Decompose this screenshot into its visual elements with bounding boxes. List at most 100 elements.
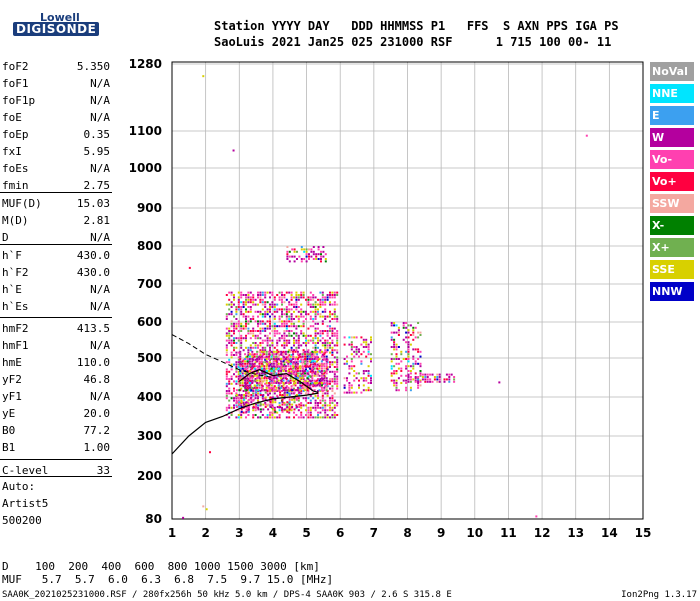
echo-point <box>244 358 247 360</box>
echo-point <box>393 346 396 348</box>
echo-point <box>297 306 300 308</box>
echo-point <box>254 320 257 323</box>
echo-point <box>395 372 398 375</box>
echo-point <box>247 408 250 411</box>
echo-point <box>242 390 245 392</box>
echo-point <box>324 416 327 419</box>
echo-point <box>271 291 274 294</box>
echo-point <box>252 390 255 392</box>
echo-point <box>323 382 326 384</box>
echo-point <box>259 408 262 411</box>
echo-point <box>367 372 370 375</box>
echo-point <box>233 404 235 407</box>
echo-point <box>251 365 254 368</box>
echo-point <box>270 377 273 380</box>
echo-point <box>312 298 315 301</box>
echo-point <box>277 384 280 387</box>
echo-point <box>283 296 286 299</box>
echo-point <box>230 392 233 395</box>
echo-point <box>417 377 420 380</box>
echo-point <box>320 253 322 256</box>
echo-point <box>256 353 259 356</box>
echo-point <box>304 386 307 389</box>
echo-point <box>240 322 243 325</box>
echo-point <box>407 348 410 351</box>
echo-point <box>307 411 310 414</box>
echo-point <box>324 406 327 409</box>
echo-point <box>324 258 327 260</box>
echo-point <box>331 342 334 344</box>
echo-point <box>280 379 283 382</box>
echo-point <box>249 320 252 323</box>
y-tick-label: 800 <box>137 239 162 253</box>
echo-point <box>319 332 322 335</box>
echo-point <box>225 303 228 306</box>
echo-point <box>247 346 250 349</box>
param-value: N/A <box>90 162 110 175</box>
echo-point <box>235 380 238 383</box>
echo-point <box>309 363 312 366</box>
echo-point <box>277 353 280 356</box>
echo-point <box>333 361 336 364</box>
echo-point <box>276 344 279 347</box>
echo-point <box>436 380 439 383</box>
echo-point <box>259 390 262 392</box>
echo-point <box>281 403 284 406</box>
echo-point <box>298 394 301 396</box>
y-tick-label: 500 <box>137 351 162 365</box>
echo-point <box>290 346 293 349</box>
echo-point <box>271 339 274 342</box>
echo-point <box>257 392 259 395</box>
echo-point <box>305 298 307 301</box>
echo-point <box>283 313 286 316</box>
echo-point <box>271 342 274 344</box>
echo-point <box>293 306 295 308</box>
echo-point <box>331 339 334 342</box>
echo-point <box>407 346 410 348</box>
echo-point <box>295 339 298 342</box>
param-value: 33 <box>96 464 110 477</box>
echo-point <box>247 298 250 301</box>
echo-point <box>278 402 281 404</box>
echo-point <box>321 320 324 323</box>
echo-point <box>318 379 321 382</box>
echo-point <box>235 370 238 373</box>
echo-point <box>291 398 294 401</box>
echo-point <box>355 391 358 394</box>
echo-point <box>243 398 246 401</box>
echo-point <box>320 377 323 380</box>
echo-point <box>288 332 291 335</box>
echo-point <box>360 391 363 394</box>
echo-point <box>393 358 396 360</box>
echo-point <box>252 392 255 395</box>
x-tick-label: 4 <box>269 526 277 540</box>
echo-point <box>321 298 324 301</box>
echo-point <box>271 406 274 408</box>
echo-point <box>233 363 235 366</box>
echo-point <box>400 353 403 356</box>
echo-point <box>350 348 353 351</box>
outlier-point <box>498 381 501 384</box>
echo-point <box>276 396 279 399</box>
echo-point <box>317 406 319 409</box>
header-line2: SaoLuis 2021 Jan25 025 231000 RSF 1 715 … <box>214 35 612 49</box>
echo-point <box>436 376 439 378</box>
panel-separator <box>0 459 112 460</box>
echo-point <box>249 337 252 340</box>
echo-point <box>245 327 247 330</box>
param-key: B0 <box>2 424 16 437</box>
echo-point <box>312 294 315 296</box>
echo-point <box>298 403 301 406</box>
echo-point <box>285 356 288 359</box>
param-value: 77.2 <box>83 424 111 437</box>
echo-point <box>276 325 279 328</box>
echo-point <box>350 360 353 363</box>
echo-point <box>309 414 312 416</box>
echo-point <box>390 346 393 348</box>
echo-point <box>309 411 312 414</box>
echo-point <box>265 365 268 368</box>
echo-point <box>305 339 307 342</box>
echo-point <box>367 382 370 384</box>
echo-point <box>324 411 327 414</box>
echo-point <box>304 362 307 365</box>
